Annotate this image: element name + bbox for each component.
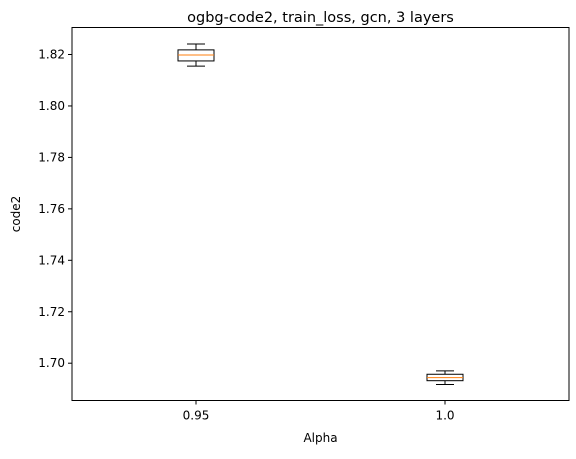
marks-layer [177,43,464,386]
y-tick-label: 1.72 [38,305,65,319]
y-tick-label: 1.70 [38,356,65,370]
chart-title: ogbg-code2, train_loss, gcn, 3 layers [187,10,454,26]
axes-frame [71,27,570,401]
y-tick-label: 1.76 [38,202,65,216]
ticks-layer: 0.95 1.0 1.70 1.72 1.74 1.76 1.78 1.80 1.82 [38,48,454,423]
box-group-0.95 [177,43,215,67]
x-tick-label: 0.95 [183,409,210,423]
y-axis-label: code2 [9,196,23,233]
y-tick-label: 1.78 [38,150,65,164]
x-tick-label: 1.0 [435,409,454,423]
y-tick-label: 1.80 [38,99,65,113]
x-axis-label: Alpha [303,431,337,445]
box-group-1.0 [426,370,464,386]
y-tick-label: 1.82 [38,48,65,62]
y-tick-label: 1.74 [38,253,65,267]
